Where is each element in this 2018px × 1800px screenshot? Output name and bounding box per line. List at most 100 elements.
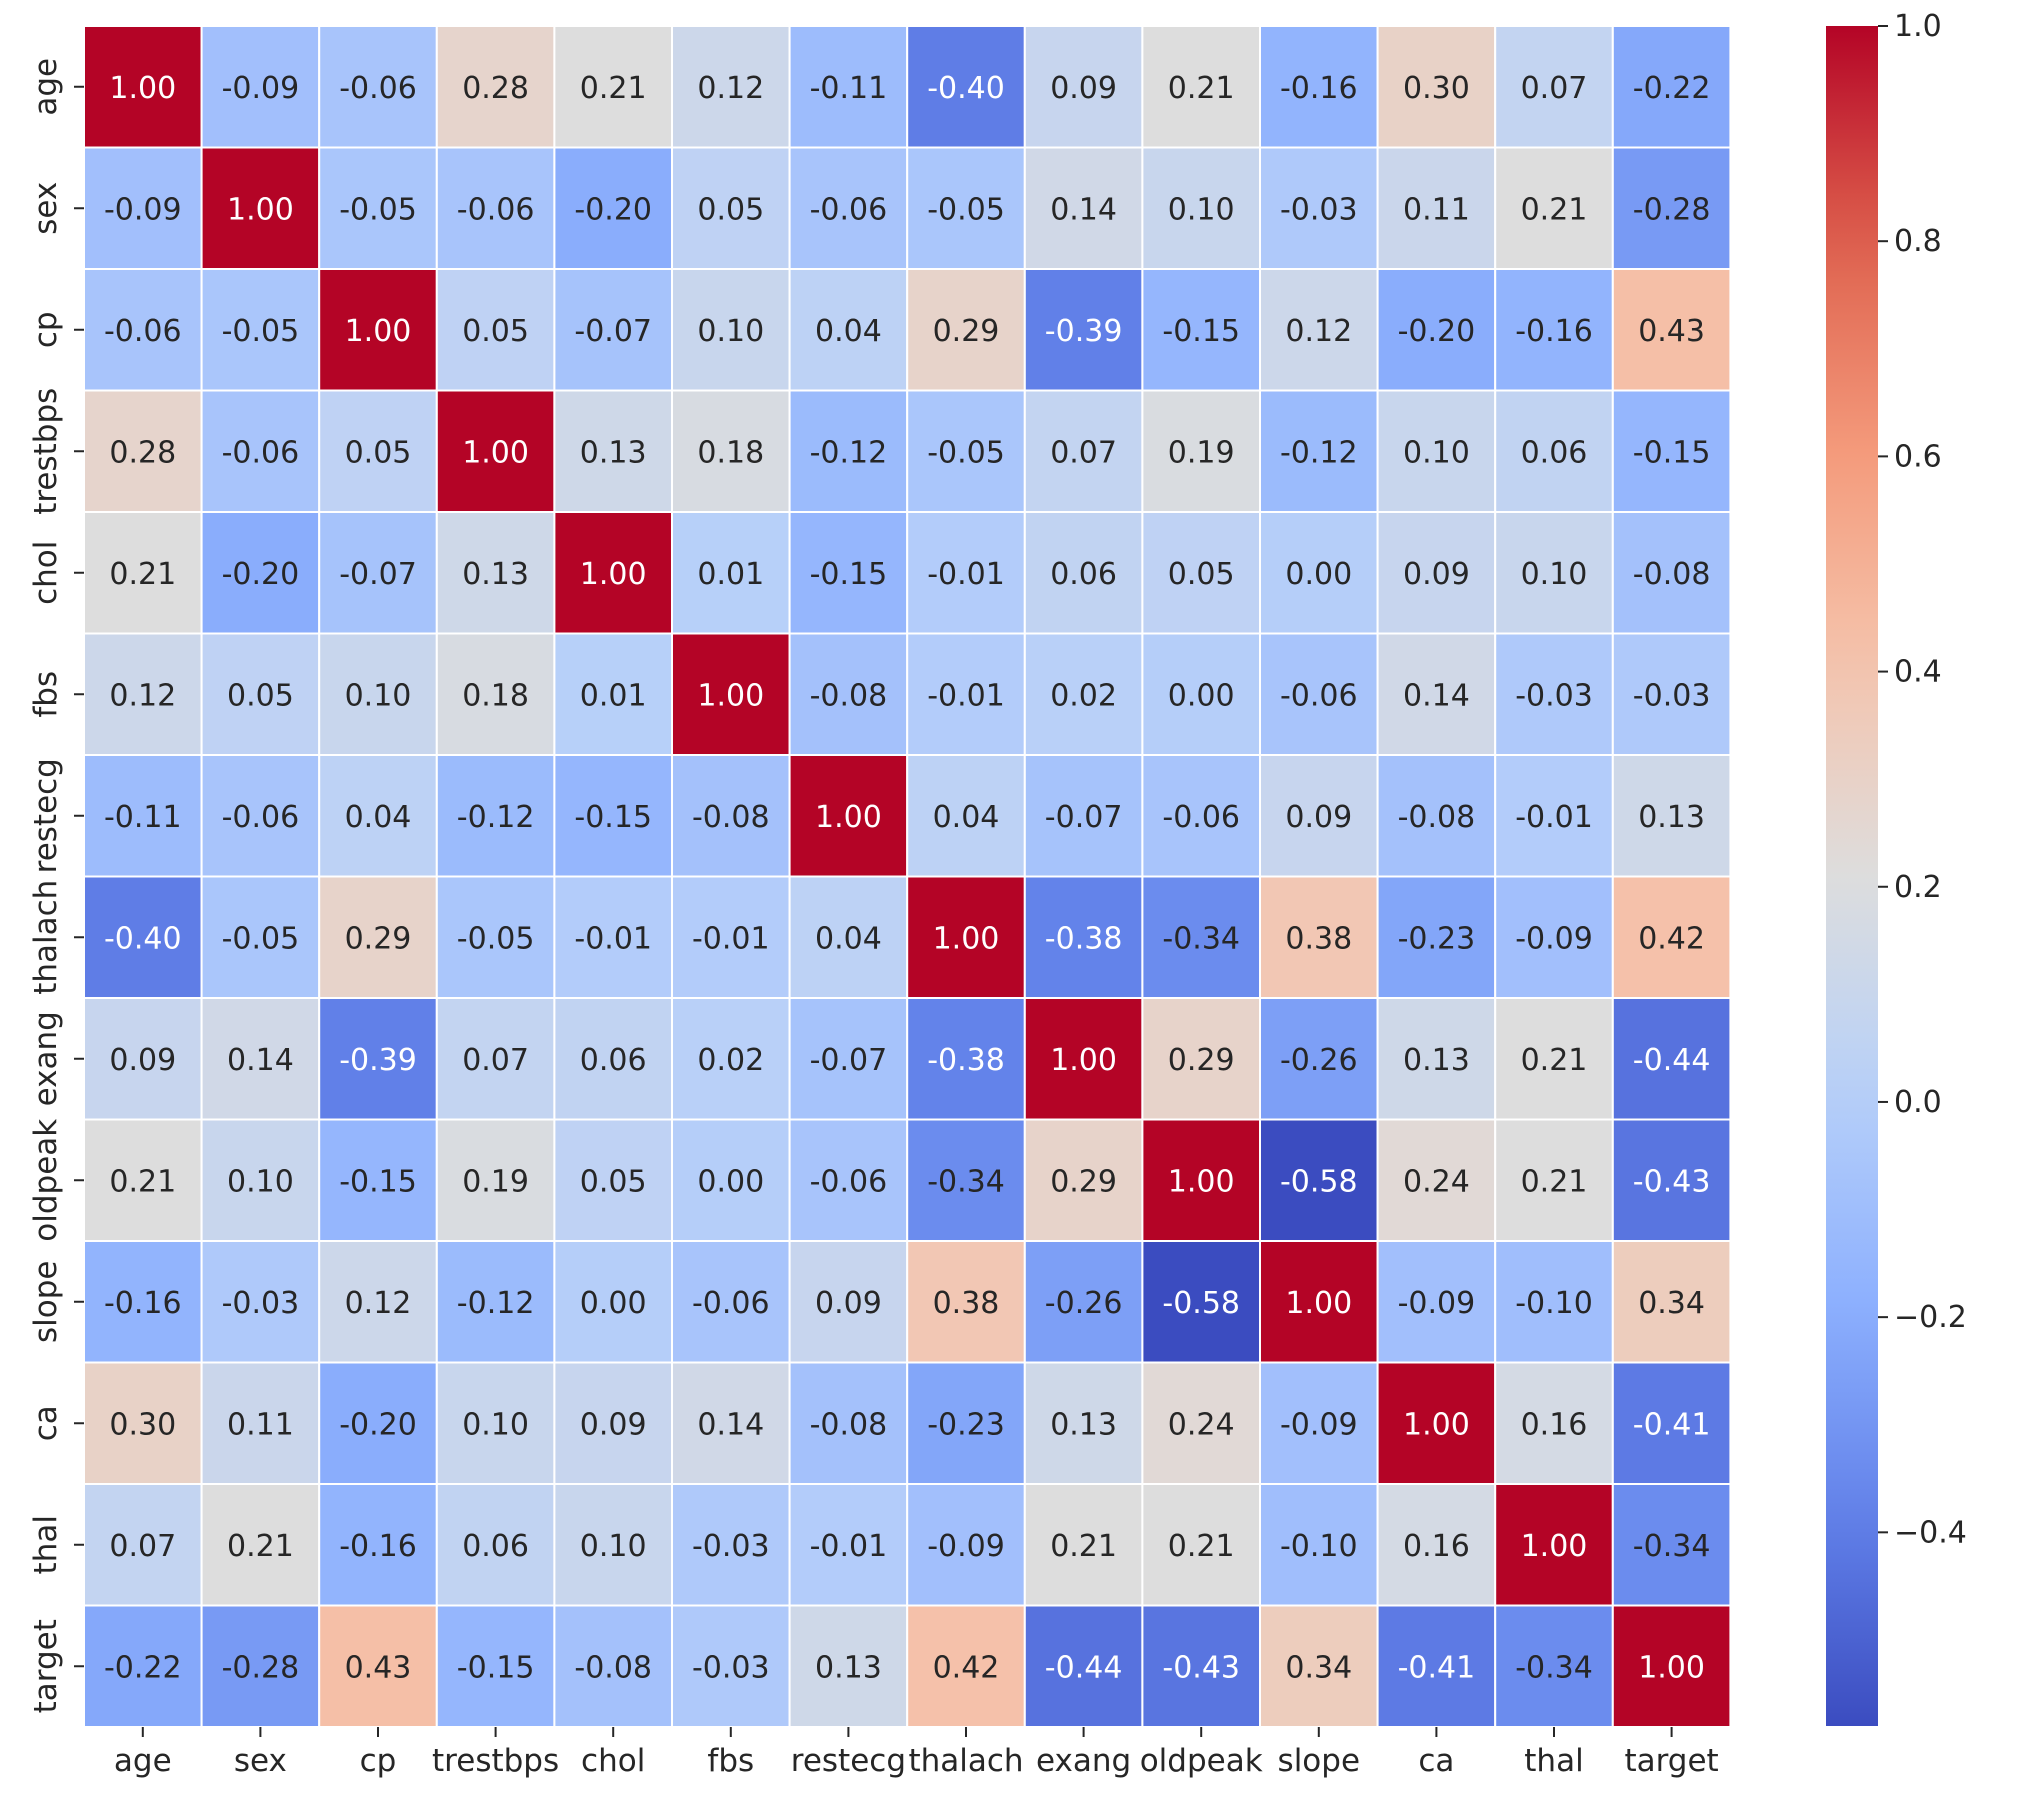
row-label-trestbps: trestbps — [28, 388, 64, 515]
heatmap-cell-ca-cp — [318, 1361, 438, 1485]
cell-value-sex-sex: 1.00 — [227, 192, 294, 227]
cell-value-chol-exang: 0.06 — [1050, 557, 1117, 592]
cell-value-thal-thalach: -0.09 — [927, 1529, 1005, 1564]
heatmap-cell-thal-slope — [1259, 1483, 1379, 1607]
heatmap-cell-ca-age — [83, 1361, 203, 1485]
cell-value-age-exang: 0.09 — [1050, 71, 1117, 106]
cell-value-thalach-thalach: 1.00 — [933, 921, 1000, 956]
heatmap-cell-fbs-fbs — [671, 632, 791, 756]
cell-value-ca-age: 0.30 — [109, 1407, 176, 1442]
heatmap-cell-thal-thal — [1494, 1483, 1614, 1607]
heatmap-cell-exang-exang — [1023, 997, 1144, 1121]
heatmap-cell-age-age — [83, 25, 203, 149]
heatmap-cell-target-target — [1611, 1604, 1732, 1728]
row-label-restecg: restecg — [28, 758, 64, 873]
cell-value-oldpeak-thalach: -0.34 — [927, 1164, 1005, 1199]
cell-value-chol-cp: -0.07 — [339, 557, 417, 592]
cell-value-sex-age: -0.09 — [104, 192, 182, 227]
row-label-age: age — [28, 58, 64, 116]
colorbar-tick-label: 0.8 — [1894, 224, 1942, 259]
cell-value-slope-exang: -0.26 — [1045, 1286, 1123, 1321]
cell-value-ca-trestbps: 0.10 — [462, 1407, 529, 1442]
heatmap-cell-trestbps-cp — [318, 389, 438, 513]
cell-value-cp-thalach: 0.29 — [933, 314, 1000, 349]
cell-value-exang-chol: 0.06 — [580, 1043, 647, 1078]
cell-value-trestbps-chol: 0.13 — [580, 435, 647, 470]
cell-value-exang-age: 0.09 — [109, 1043, 176, 1078]
heatmap-cell-oldpeak-exang — [1023, 1118, 1144, 1242]
heatmap-cell-thalach-restecg — [788, 875, 909, 999]
heatmap-cell-trestbps-exang — [1023, 389, 1144, 513]
cell-value-slope-fbs: -0.06 — [692, 1286, 770, 1321]
col-label-chol: chol — [581, 1743, 645, 1779]
heatmap-cell-restecg-restecg — [788, 754, 909, 878]
cell-value-slope-restecg: 0.09 — [815, 1286, 882, 1321]
cell-value-fbs-slope: -0.06 — [1280, 678, 1358, 713]
heatmap-cell-cp-thalach — [906, 268, 1026, 392]
cell-value-target-age: -0.22 — [104, 1650, 182, 1685]
heatmap-cell-restecg-chol — [553, 754, 674, 878]
heatmap-cell-sex-target — [1611, 146, 1732, 270]
cell-value-age-sex: -0.09 — [222, 71, 300, 106]
cell-value-cp-oldpeak: -0.15 — [1162, 314, 1240, 349]
cell-value-cp-fbs: 0.10 — [697, 314, 764, 349]
cell-value-oldpeak-chol: 0.05 — [580, 1164, 647, 1199]
cell-value-sex-thal: 0.21 — [1521, 192, 1588, 227]
heatmap-cell-restecg-trestbps — [435, 754, 556, 878]
cell-value-sex-chol: -0.20 — [574, 192, 652, 227]
cell-value-thalach-chol: -0.01 — [574, 921, 652, 956]
cell-value-trestbps-target: -0.15 — [1633, 435, 1711, 470]
cell-value-cp-sex: -0.05 — [222, 314, 300, 349]
heatmap-cell-trestbps-trestbps — [435, 389, 556, 513]
heatmap-cell-target-age — [83, 1604, 203, 1728]
heatmap-cell-target-restecg — [788, 1604, 909, 1728]
heatmap-cell-exang-target — [1611, 997, 1732, 1121]
cell-value-chol-age: 0.21 — [109, 557, 176, 592]
heatmap-cell-slope-target — [1611, 1240, 1732, 1364]
heatmap-cell-chol-oldpeak — [1141, 511, 1262, 635]
heatmap-cell-restecg-age — [83, 754, 203, 878]
cell-value-age-restecg: -0.11 — [810, 71, 888, 106]
cell-value-thalach-age: -0.40 — [104, 921, 182, 956]
heatmap-cell-fbs-thalach — [906, 632, 1026, 756]
cell-value-target-restecg: 0.13 — [815, 1650, 882, 1685]
row-label-thal: thal — [28, 1515, 64, 1574]
cell-value-cp-exang: -0.39 — [1045, 314, 1123, 349]
cell-value-age-thal: 0.07 — [1521, 71, 1588, 106]
cell-value-exang-restecg: -0.07 — [810, 1043, 888, 1078]
row-label-chol: chol — [28, 541, 64, 605]
cell-value-slope-chol: 0.00 — [580, 1286, 647, 1321]
row-label-target: target — [28, 1619, 64, 1713]
heatmap-cell-target-slope — [1259, 1604, 1379, 1728]
cell-value-sex-ca: 0.11 — [1403, 192, 1470, 227]
colorbar-tick-label: 1.0 — [1894, 9, 1942, 44]
cell-value-thal-target: -0.34 — [1633, 1529, 1711, 1564]
cell-value-target-fbs: -0.03 — [692, 1650, 770, 1685]
cell-value-thalach-restecg: 0.04 — [815, 921, 882, 956]
cell-value-chol-trestbps: 0.13 — [462, 557, 529, 592]
cell-value-trestbps-slope: -0.12 — [1280, 435, 1358, 470]
col-label-thalach: thalach — [908, 1743, 1023, 1779]
cell-value-fbs-trestbps: 0.18 — [462, 678, 529, 713]
cell-value-target-cp: 0.43 — [345, 1650, 412, 1685]
heatmap-cell-fbs-target — [1611, 632, 1732, 756]
heatmap-cell-trestbps-ca — [1376, 389, 1497, 513]
colorbar-tick-label: −0.4 — [1894, 1515, 1967, 1550]
cell-value-cp-thal: -0.16 — [1515, 314, 1593, 349]
heatmap-cell-cp-ca — [1376, 268, 1497, 392]
cell-value-restecg-restecg: 1.00 — [815, 800, 882, 835]
col-label-slope: slope — [1278, 1743, 1360, 1779]
heatmap-cell-exang-ca — [1376, 997, 1497, 1121]
cell-value-thalach-sex: -0.05 — [222, 921, 300, 956]
heatmap-cell-fbs-slope — [1259, 632, 1379, 756]
heatmap-cell-thalach-chol — [553, 875, 674, 999]
heatmap-cell-thalach-age — [83, 875, 203, 999]
cell-value-ca-chol: 0.09 — [580, 1407, 647, 1442]
cell-value-slope-cp: 0.12 — [345, 1286, 412, 1321]
heatmap-cell-ca-ca — [1376, 1361, 1497, 1485]
heatmap-cell-fbs-chol — [553, 632, 674, 756]
cell-value-sex-slope: -0.03 — [1280, 192, 1358, 227]
cell-value-age-fbs: 0.12 — [697, 71, 764, 106]
cell-value-exang-slope: -0.26 — [1280, 1043, 1358, 1078]
cell-value-restecg-age: -0.11 — [104, 800, 182, 835]
